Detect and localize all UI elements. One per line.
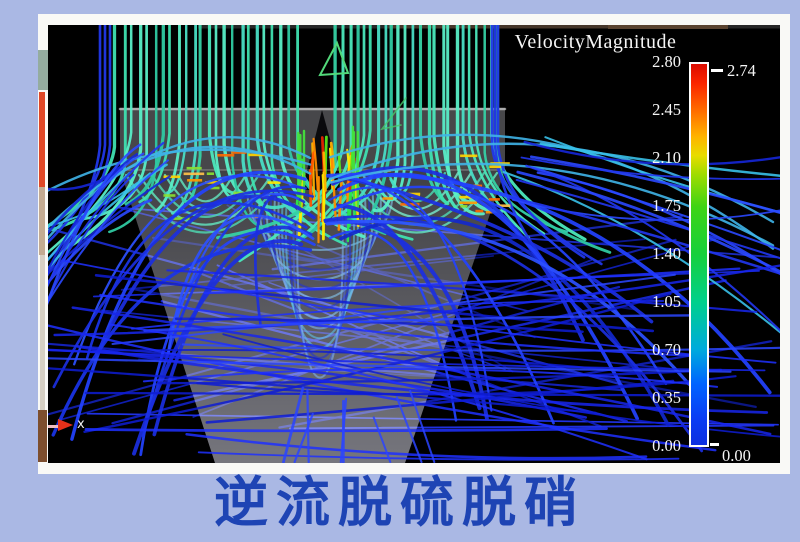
colorbar-tick-label: 1.40	[652, 244, 681, 263]
colorbar-title: VelocityMagnitude	[514, 31, 677, 53]
caption-title: 逆流脱硫脱硝	[214, 471, 586, 534]
colorbar-tick-label: 1.75	[652, 196, 681, 215]
streamline-scene	[48, 25, 780, 463]
colorbar-tick-label: 2.80	[652, 52, 681, 71]
axis-triad: x	[48, 417, 99, 441]
colorbar-min-tick	[710, 443, 719, 446]
colorbar-tick-label: 0.35	[652, 388, 681, 407]
colorbar-min-label: 0.00	[722, 446, 751, 463]
colorbar-tick-label: 0.70	[652, 340, 681, 359]
axis-arrow-head	[58, 419, 73, 431]
colorbar-tick-label: 0.00	[652, 436, 681, 455]
cfd-viewport: VelocityMagnitude 2.80 2.45 2.10 1.75 1.…	[48, 25, 780, 463]
colorbar-tick-label: 1.05	[652, 292, 681, 311]
left-edge-artifact-green	[38, 50, 49, 90]
colorbar-tick-label: 2.10	[652, 148, 681, 167]
left-edge-artifact-tan	[39, 187, 45, 255]
left-edge-artifact-red	[39, 92, 45, 187]
left-edge-artifact-brown	[38, 410, 47, 462]
colorbar-max-tick	[711, 69, 723, 72]
colorbar-tick-label: 2.45	[652, 100, 681, 119]
colorbar-max-label: 2.74	[727, 61, 756, 80]
image-frame: VelocityMagnitude 2.80 2.45 2.10 1.75 1.…	[38, 14, 790, 474]
axis-arrow-tail	[48, 425, 60, 428]
axis-x-label: x	[77, 417, 85, 432]
colorbar	[689, 62, 709, 447]
left-edge-artifact-pale	[40, 255, 45, 410]
colorbar-ticks: 2.80 2.45 2.10 1.75 1.40 1.05 0.70 0.35 …	[623, 53, 681, 455]
